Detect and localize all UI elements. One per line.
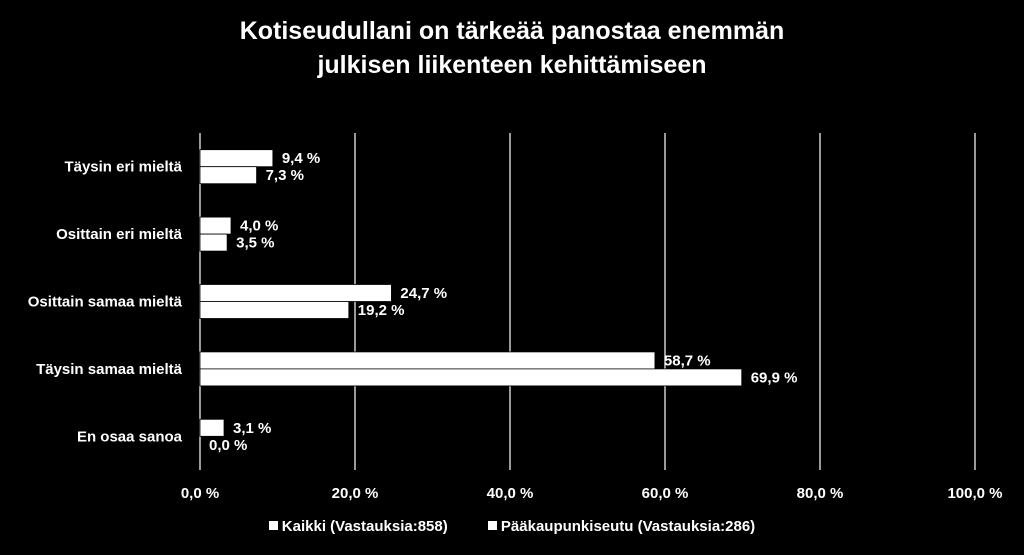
- value-axis-labels: 0,0 % 20,0 % 40,0 % 60,0 % 80,0 % 100,0 %: [181, 485, 1003, 502]
- data-labels: 9,4 %7,3 % 4,0 %3,5 % 24,7 %19,2 % 58,7 % 69…: [209, 150, 797, 454]
- chart-title-line-2: julkisen liikenteen kehittämiseen: [317, 51, 707, 79]
- data-label-s1-c0: 9,4 %: [282, 150, 320, 167]
- bar-s1-c1: [199, 216, 232, 235]
- category-label-2: Osittain samaa mieltä: [28, 294, 183, 311]
- category-label-3: Täysin samaa mieltä: [36, 361, 183, 378]
- x-tick-label-3: 60,0 %: [642, 485, 689, 502]
- bar-s1-c2: [199, 284, 392, 302]
- data-label-s2-c1: 3,5 %: [236, 235, 274, 252]
- legend-label-series-1: Kaikki (Vastauksia:858): [281, 518, 448, 535]
- x-tick-label-2: 40,0 %: [487, 485, 534, 502]
- data-label-s2-c4: 0,0 %: [209, 437, 247, 454]
- category-label-0: Täysin eri mieltä: [64, 159, 182, 176]
- data-label-s2-c0: 7,3 %: [266, 167, 304, 184]
- x-tick-label-5: 100,0 %: [947, 485, 1002, 502]
- bar-s2-c2: [199, 301, 350, 319]
- x-tick-label-4: 80,0 %: [797, 485, 844, 502]
- category-label-4: En osaa sanoa: [77, 428, 183, 445]
- legend-swatch-icon: [487, 521, 497, 530]
- legend: Kaikki (Vastauksia:858) Pääkaupunkiseutu…: [0, 518, 1024, 535]
- legend-item-series-1: Kaikki (Vastauksia:858): [268, 518, 448, 535]
- data-label-s2-c2: 19,2 %: [358, 302, 405, 319]
- bar-s2-c3: [199, 368, 743, 387]
- data-label-s2-c3: 69,9 %: [751, 369, 798, 386]
- bar-s2-c1: [199, 233, 228, 252]
- bar-s1-c0: [199, 149, 274, 168]
- legend-item-series-2: Pääkaupunkiseutu (Vastauksia:286): [487, 518, 756, 535]
- chart-title-line-1: Kotiseudullani on tärkeää panostaa enemm…: [239, 17, 785, 45]
- bar-s1-c3: [199, 351, 656, 370]
- x-tick-label-0: 0,0 %: [181, 485, 219, 502]
- data-label-s1-c2: 24,7 %: [400, 285, 447, 302]
- data-label-s1-c4: 3,1 %: [233, 420, 271, 437]
- legend-swatch-icon: [268, 521, 278, 530]
- bars: [199, 149, 743, 437]
- chart-title: Kotiseudullani on tärkeää panostaa enemm…: [0, 14, 1024, 82]
- data-label-s1-c3: 58,7 %: [664, 352, 711, 369]
- bar-s1-c4: [199, 418, 225, 437]
- bar-s2-c0: [199, 166, 257, 185]
- legend-label-series-2: Pääkaupunkiseutu (Vastauksia:286): [500, 518, 756, 535]
- data-label-s1-c1: 4,0 %: [240, 218, 278, 235]
- category-label-1: Osittain eri mieltä: [56, 226, 183, 243]
- category-axis-labels: Täysin eri mieltä Osittain eri mieltä Osit…: [28, 159, 183, 446]
- x-tick-label-1: 20,0 %: [332, 485, 379, 502]
